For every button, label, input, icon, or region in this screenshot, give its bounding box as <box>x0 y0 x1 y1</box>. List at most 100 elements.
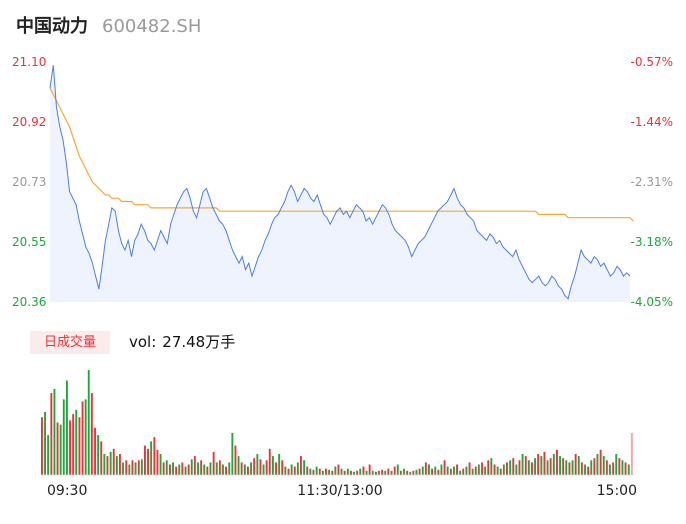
volume-bar <box>328 469 330 476</box>
volume-bar <box>521 454 524 475</box>
volume-bar <box>81 401 84 475</box>
percent-tick-label: -0.57% <box>631 55 673 69</box>
volume-bar <box>103 454 106 475</box>
volume-bar <box>293 466 296 475</box>
time-tick-label: 09:30 <box>47 483 87 499</box>
volume-bar <box>122 462 124 475</box>
volume-bar <box>409 471 412 475</box>
volume-bar <box>247 466 249 475</box>
volume-value: 27.48万手 <box>162 333 236 351</box>
price-tick-label: 20.36 <box>12 295 46 309</box>
volume-bar <box>131 460 134 475</box>
volume-label: vol: <box>129 333 157 351</box>
volume-tag[interactable]: 日成交量 <box>30 331 110 354</box>
volume-bar <box>303 460 306 475</box>
volume-bar <box>212 451 215 475</box>
volume-bar <box>97 435 100 475</box>
volume-bar <box>580 462 583 475</box>
volume-readout: vol: 27.48万手 <box>129 331 235 353</box>
volume-bar <box>41 417 43 475</box>
stock-code: 600482.SH <box>102 16 202 37</box>
volume-bar <box>387 468 390 475</box>
volume-bar <box>599 449 602 475</box>
volume-bar <box>337 464 340 475</box>
time-tick-label: 11:30/13:00 <box>297 483 382 499</box>
volume-bar <box>100 441 103 475</box>
volume-bar <box>250 462 252 475</box>
volume-bar <box>499 468 502 475</box>
volume-bar <box>215 462 218 475</box>
volume-bar <box>231 433 234 475</box>
volume-bar <box>197 462 199 475</box>
volume-bar <box>509 460 512 475</box>
volume-bar <box>612 462 615 475</box>
volume-bar <box>421 466 424 475</box>
volume-bar <box>537 454 540 475</box>
volume-bar <box>350 470 352 475</box>
volume-bar <box>534 458 536 475</box>
volume-bar <box>175 466 178 475</box>
volume-bar <box>50 393 53 475</box>
volume-bar <box>193 456 196 475</box>
volume-bar <box>428 464 430 475</box>
volume-bar <box>178 464 181 475</box>
volume-bar <box>125 460 128 475</box>
volume-chart: 09:30 11:30/13:00 15:00 <box>41 370 637 499</box>
volume-bar <box>468 462 471 475</box>
volume-bar <box>272 456 274 475</box>
volume-bar <box>437 469 440 476</box>
volume-bar <box>593 458 596 475</box>
volume-bar <box>584 464 586 475</box>
volume-bar <box>181 462 184 475</box>
volume-bar <box>140 459 143 476</box>
volume-bar <box>153 437 156 475</box>
volume-bar <box>222 464 224 475</box>
volume-bar <box>596 454 599 475</box>
volume-bar <box>481 462 483 475</box>
price-axis: 21.10 20.92 20.73 20.55 20.36 <box>12 55 46 309</box>
volume-bar <box>384 470 387 475</box>
volume-bar <box>424 462 427 475</box>
volume-bar <box>406 470 409 475</box>
volume-bar <box>375 471 377 475</box>
volume-bar <box>568 462 571 475</box>
volume-bar <box>477 464 480 475</box>
volume-bar <box>284 466 287 475</box>
volume-bar <box>278 454 281 475</box>
volume-bar <box>571 460 574 475</box>
volume-bar <box>209 462 212 475</box>
volume-bar <box>56 422 59 475</box>
volume-bar <box>418 468 421 475</box>
volume-bar <box>490 458 493 475</box>
volume-bar <box>559 456 561 475</box>
volume-bar <box>506 462 508 475</box>
volume-bar <box>340 468 343 475</box>
volume-bar <box>259 459 262 476</box>
volume-bar <box>434 466 437 475</box>
volume-bar <box>69 420 71 475</box>
volume-bar <box>527 460 530 475</box>
volume-bar <box>565 460 568 475</box>
volume-bar <box>493 464 496 475</box>
volume-bar <box>605 460 608 475</box>
volume-bar <box>147 448 149 476</box>
volume-bar <box>66 380 68 475</box>
volume-bar <box>165 460 168 475</box>
volume-bar <box>53 388 56 475</box>
volume-bar <box>268 448 271 476</box>
volume-bar <box>618 458 621 475</box>
volume-bar <box>75 409 78 475</box>
volume-bar <box>399 470 402 475</box>
volume-bar <box>128 464 131 475</box>
volume-bar <box>169 464 171 475</box>
volume-bar <box>474 466 477 475</box>
volume-bar <box>159 454 162 475</box>
volume-bar <box>393 466 396 475</box>
volume-bar <box>496 466 499 475</box>
price-line <box>49 65 631 300</box>
volume-bar <box>256 454 259 475</box>
volume-bar <box>630 433 633 475</box>
volume-bar <box>587 466 590 475</box>
price-tick-label: 21.10 <box>12 55 46 69</box>
volume-bar <box>300 456 302 475</box>
